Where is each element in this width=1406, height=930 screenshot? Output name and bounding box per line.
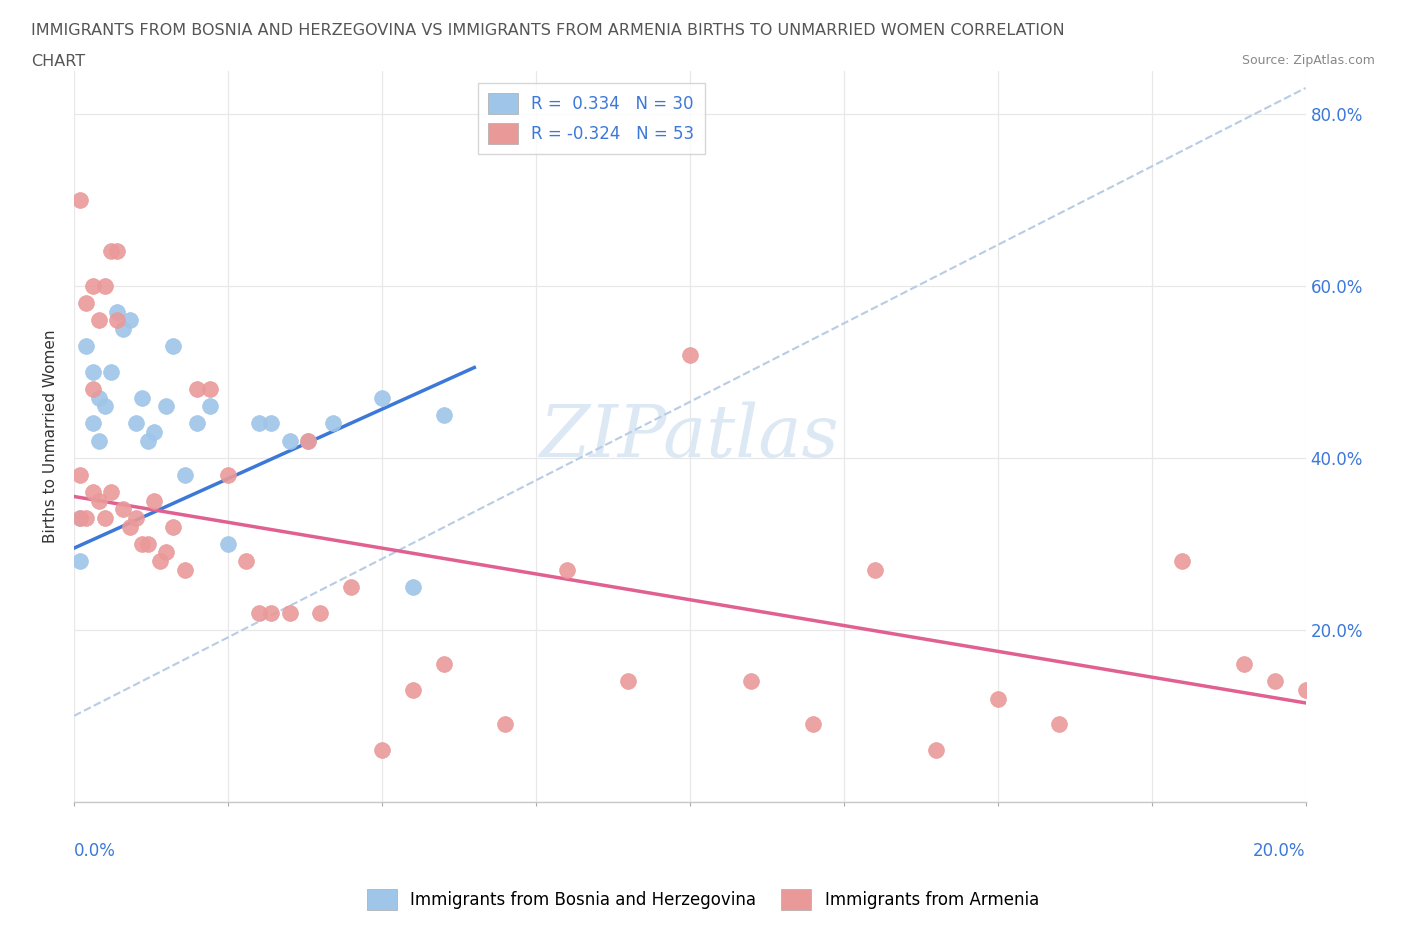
Point (801, 717, 824, 732)
Point (82, 365, 104, 379)
Point (371, 391, 394, 405)
Text: IMMIGRANTS FROM BOSNIA AND HERZEGOVINA VS IMMIGRANTS FROM ARMENIA BIRTHS TO UNMA: IMMIGRANTS FROM BOSNIA AND HERZEGOVINA V… (31, 23, 1064, 38)
Point (235, 553, 257, 568)
Point (987, 691, 1010, 706)
Point (87, 391, 110, 405)
Point (69, 553, 91, 568)
Legend: R =  0.334   N = 30, R = -0.324   N = 53: R = 0.334 N = 30, R = -0.324 N = 53 (478, 83, 704, 154)
Point (925, 743, 948, 758)
Point (155, 399, 177, 414)
Point (100, 244, 122, 259)
Point (69, 193, 91, 207)
Point (143, 425, 166, 440)
Point (402, 579, 425, 594)
Point (105, 244, 128, 259)
Point (100, 365, 122, 379)
Point (260, 605, 283, 620)
Point (136, 537, 159, 551)
Point (432, 657, 454, 671)
Point (124, 511, 146, 525)
Point (198, 399, 221, 414)
Point (740, 674, 762, 689)
Point (87, 312, 110, 327)
Point (198, 381, 221, 396)
Point (555, 562, 578, 577)
Point (82, 416, 104, 431)
Point (75, 511, 97, 525)
Point (82, 278, 104, 293)
Point (162, 519, 184, 534)
Point (679, 347, 702, 362)
Point (69, 511, 91, 525)
Text: 0.0%: 0.0% (75, 842, 115, 860)
Point (186, 381, 208, 396)
Legend: Immigrants from Bosnia and Herzegovina, Immigrants from Armenia: Immigrants from Bosnia and Herzegovina, … (360, 883, 1046, 917)
Point (112, 322, 135, 337)
Point (247, 416, 270, 431)
Point (174, 562, 197, 577)
Text: Source: ZipAtlas.com: Source: ZipAtlas.com (1241, 54, 1375, 67)
Text: ZIPatlas: ZIPatlas (540, 401, 839, 472)
Point (278, 433, 301, 448)
Point (309, 605, 332, 620)
Point (75, 296, 97, 311)
Point (1264, 674, 1286, 689)
Point (402, 683, 425, 698)
Point (1171, 553, 1194, 568)
Point (162, 339, 184, 353)
Point (82, 485, 104, 499)
Point (87, 433, 110, 448)
Point (174, 468, 197, 483)
Point (75, 339, 97, 353)
Text: CHART: CHART (31, 54, 84, 69)
Point (260, 416, 283, 431)
Point (112, 502, 135, 517)
Point (105, 312, 128, 327)
Point (1295, 683, 1317, 698)
Point (617, 674, 640, 689)
Point (149, 553, 172, 568)
Point (1233, 657, 1256, 671)
Point (82, 381, 104, 396)
Point (94, 511, 117, 525)
Text: 20.0%: 20.0% (1253, 842, 1306, 860)
Point (124, 416, 146, 431)
Point (432, 407, 454, 422)
Point (143, 494, 166, 509)
Point (1047, 717, 1070, 732)
Point (69, 468, 91, 483)
Point (494, 717, 516, 732)
Point (69, 511, 91, 525)
Point (131, 537, 153, 551)
Point (118, 312, 141, 327)
Point (87, 494, 110, 509)
Point (155, 545, 177, 560)
Point (340, 579, 363, 594)
Point (217, 468, 239, 483)
Point (118, 519, 141, 534)
Point (105, 304, 128, 319)
Point (297, 433, 319, 448)
Point (247, 605, 270, 620)
Point (863, 562, 886, 577)
Point (94, 399, 117, 414)
Point (186, 416, 208, 431)
Point (100, 485, 122, 499)
Point (136, 433, 159, 448)
Point (131, 391, 153, 405)
Point (322, 416, 344, 431)
Y-axis label: Births to Unmarried Women: Births to Unmarried Women (44, 329, 58, 543)
Point (371, 743, 394, 758)
Point (94, 278, 117, 293)
Point (278, 605, 301, 620)
Point (297, 433, 319, 448)
Point (217, 537, 239, 551)
